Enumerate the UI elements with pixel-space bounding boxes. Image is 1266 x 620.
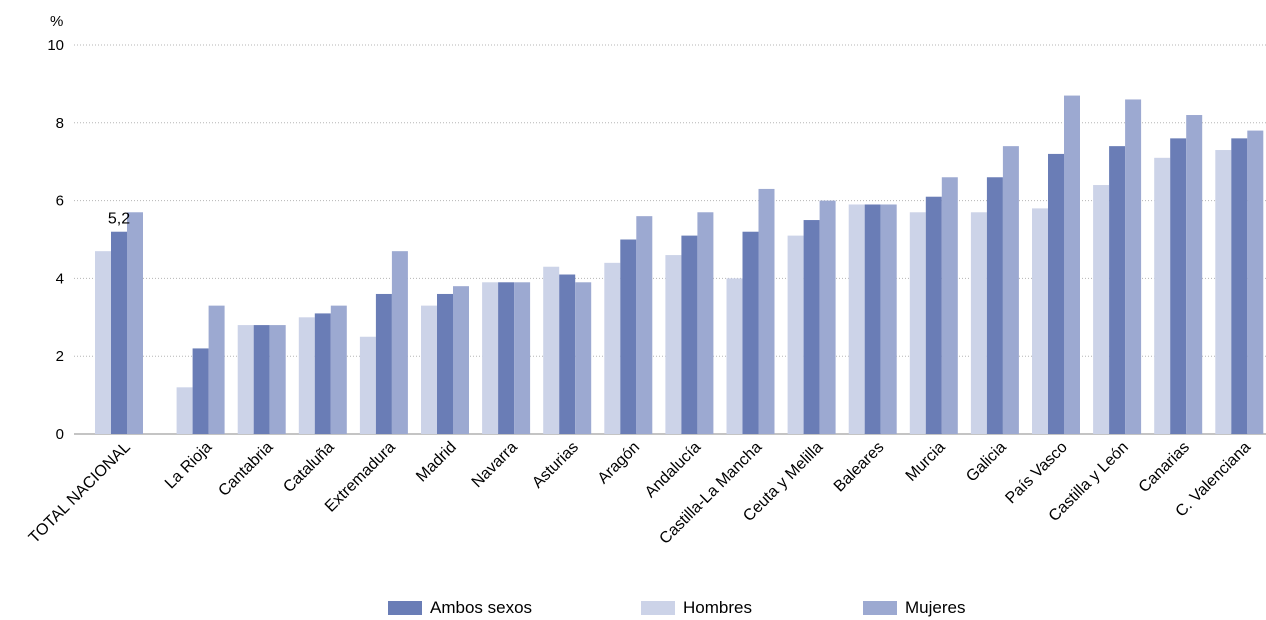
bar — [391, 251, 408, 434]
bar — [421, 305, 437, 434]
bar — [375, 293, 392, 434]
x-category-label: Galicia — [963, 439, 1010, 486]
bar — [620, 239, 637, 434]
y-axis-ticks: 0 2 4 6 8 10 — [47, 37, 64, 443]
bar — [127, 212, 143, 434]
bar — [1032, 208, 1048, 434]
bar — [758, 188, 775, 434]
bar — [559, 274, 576, 434]
bar — [880, 204, 897, 434]
bar — [742, 231, 759, 434]
bar — [269, 325, 286, 434]
bar — [909, 212, 926, 434]
bar — [604, 262, 621, 434]
bar — [208, 305, 225, 434]
x-category-label: TOTAL NACIONAL — [26, 439, 134, 547]
bar — [482, 282, 499, 434]
x-category-label: Madrid — [413, 439, 460, 486]
bar — [1231, 138, 1248, 435]
bar — [1093, 185, 1110, 434]
bar — [237, 325, 254, 434]
bar — [681, 235, 698, 434]
x-category-label: Cataluña — [280, 439, 337, 496]
y-axis-label: % — [50, 13, 63, 30]
x-category-label: Murcia — [903, 439, 949, 485]
bar — [726, 278, 743, 434]
legend-swatch — [388, 601, 422, 615]
bar — [453, 286, 469, 434]
bar — [498, 282, 515, 434]
x-axis-categories: TOTAL NACIONAL La Rioja Cantabria CataluñaE… — [26, 439, 1254, 548]
legend: Ambos sexos Hombres Mujeres — [0, 598, 1266, 620]
data-label: 5,2 — [108, 211, 130, 228]
y-tick-label: 2 — [56, 348, 64, 365]
bar — [1064, 95, 1080, 434]
bar — [543, 266, 560, 434]
bar-chart: % 0 2 4 6 8 10 5,2 TOTAL NACIONAL La Rioja Cant… — [26, 13, 1266, 548]
bar — [437, 293, 453, 434]
bar — [298, 317, 315, 434]
bar — [575, 282, 592, 434]
x-category-label: Andalucía — [642, 439, 704, 501]
bar — [253, 325, 270, 434]
y-tick-label: 6 — [56, 193, 64, 210]
bar — [787, 235, 804, 434]
bar — [665, 255, 682, 434]
legend-label: Mujeres — [905, 598, 966, 617]
x-category-label: Aragón — [595, 439, 644, 488]
bar — [1002, 146, 1019, 434]
bar — [1247, 130, 1264, 434]
bar — [95, 251, 111, 434]
bar — [1154, 157, 1171, 434]
legend-label: Hombres — [683, 598, 752, 617]
bar — [176, 387, 193, 434]
bar — [359, 336, 376, 434]
bar — [1109, 146, 1126, 434]
legend-swatch — [641, 601, 675, 615]
y-tick-label: 4 — [56, 270, 64, 287]
bar — [697, 212, 714, 434]
legend-label: Ambos sexos — [430, 598, 533, 617]
bar — [1186, 115, 1203, 435]
bar — [941, 177, 958, 434]
x-category-label: Castilla-La Mancha — [656, 439, 765, 548]
x-category-label: Asturias — [529, 439, 582, 492]
bar — [864, 204, 881, 434]
bar — [1215, 150, 1232, 434]
data-labels: 5,2 — [108, 211, 130, 228]
bar — [1125, 99, 1142, 435]
bar — [1048, 153, 1064, 435]
y-tick-label: 0 — [56, 426, 64, 443]
bar — [514, 282, 531, 434]
bars — [95, 95, 1264, 435]
bar — [636, 216, 653, 434]
y-tick-label: 10 — [47, 37, 64, 54]
legend-item-mujeres: Mujeres — [863, 598, 965, 618]
y-tick-label: 8 — [56, 115, 64, 132]
bar — [330, 305, 347, 434]
bar — [848, 204, 865, 434]
legend-swatch — [863, 601, 897, 615]
bar — [925, 196, 942, 434]
legend-item-hombres: Hombres — [641, 598, 752, 618]
x-category-label: La Rioja — [162, 439, 216, 493]
x-category-label: Navarra — [469, 439, 521, 491]
bar — [819, 200, 836, 434]
bar — [970, 212, 987, 434]
x-category-label: Baleares — [831, 439, 888, 496]
bar — [314, 313, 331, 434]
x-category-label: Canarias — [1136, 439, 1193, 496]
bar — [986, 177, 1003, 434]
x-category-label: Cantabria — [215, 439, 276, 500]
bar — [192, 348, 209, 434]
bar — [1170, 138, 1187, 435]
bar — [111, 231, 127, 434]
bar — [803, 220, 820, 434]
legend-item-ambos-sexos: Ambos sexos — [388, 598, 532, 618]
